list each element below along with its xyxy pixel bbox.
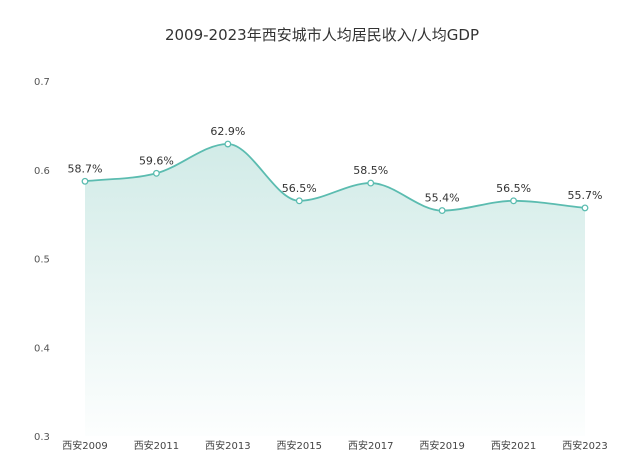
data-point <box>295 197 303 205</box>
data-point <box>367 179 375 187</box>
data-label: 56.5% <box>282 182 317 195</box>
x-axis: 西安2009 西安2011 西安2013 西安2015 西安2017 西安2019 西安20… <box>62 439 607 452</box>
y-tick-label: 0.7 <box>34 77 50 88</box>
data-point <box>581 204 589 212</box>
x-tick-label: 西安2021 <box>491 439 536 452</box>
data-point <box>438 207 446 215</box>
data-point <box>224 140 232 148</box>
y-tick-label: 0.6 <box>34 166 50 177</box>
data-point <box>152 169 160 177</box>
y-tick-label: 0.4 <box>34 343 50 354</box>
x-tick-label: 西安2013 <box>205 439 250 452</box>
data-points <box>81 140 589 215</box>
data-label: 56.5% <box>496 182 531 195</box>
series-line <box>84 143 586 212</box>
y-tick-label: 0.5 <box>34 255 50 266</box>
data-label: 58.5% <box>353 164 388 177</box>
data-point <box>510 197 518 205</box>
data-label: 55.7% <box>568 189 603 202</box>
data-label: 55.4% <box>425 192 460 205</box>
chart-title: 2009-2023年西安城市人均居民收入/人均GDP <box>165 26 479 44</box>
x-tick-label: 西安2011 <box>134 439 179 452</box>
data-labels: 58.7% 59.6% 62.9% 56.5% 58.5% 55.4% 56.5% 55.7% <box>68 125 603 205</box>
x-tick-label: 西安2017 <box>348 439 393 452</box>
x-tick-label: 西安2023 <box>562 439 607 452</box>
x-tick-label: 西安2019 <box>419 439 464 452</box>
x-tick-label: 西安2015 <box>277 439 322 452</box>
data-label: 59.6% <box>139 154 174 167</box>
area-fill <box>85 144 585 436</box>
x-tick-label: 西安2009 <box>62 439 107 452</box>
data-label: 58.7% <box>68 162 103 175</box>
data-point <box>81 177 89 185</box>
data-label: 62.9% <box>210 125 245 138</box>
y-tick-label: 0.3 <box>34 432 50 443</box>
y-axis: 0.3 0.4 0.5 0.6 0.7 <box>34 77 50 443</box>
